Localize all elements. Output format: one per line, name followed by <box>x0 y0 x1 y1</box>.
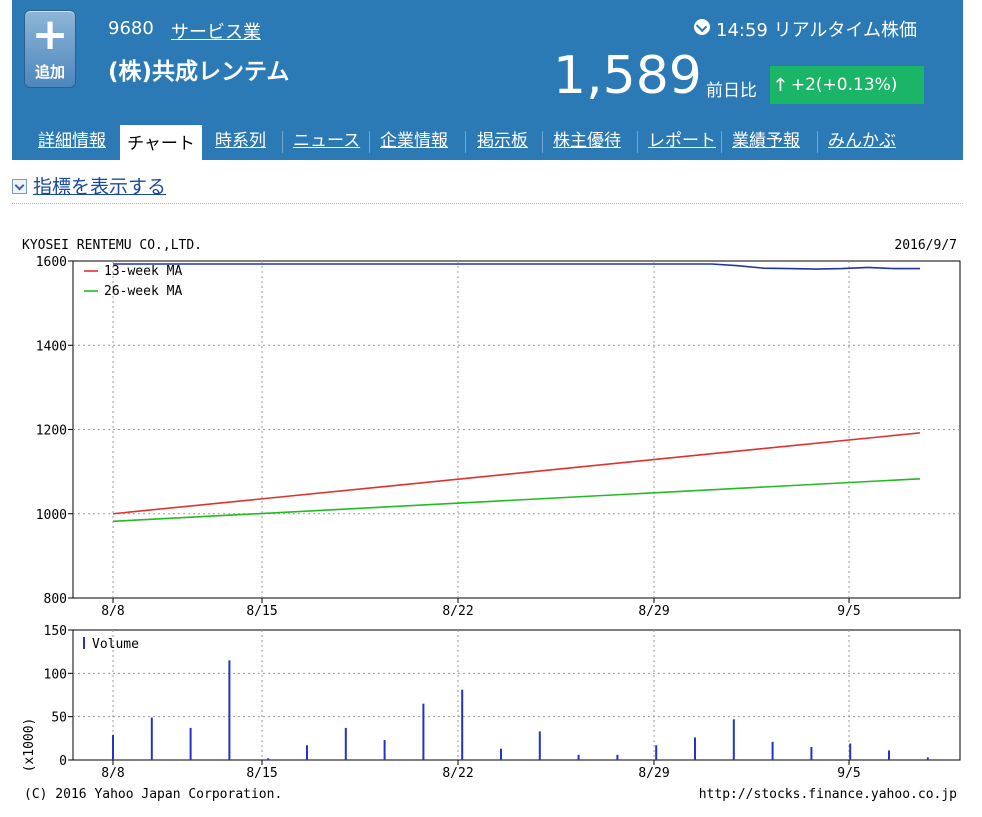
show-indicators-label: 指標を表示する <box>33 176 167 198</box>
x-tick-label: 9/5 <box>837 766 860 781</box>
tab-separator <box>465 131 466 153</box>
x-tick-label: 8/29 <box>638 604 669 619</box>
legend-label: Volume <box>92 637 139 652</box>
tab-chart[interactable]: チャート <box>120 125 202 160</box>
price-plot-frame <box>72 260 961 599</box>
tab-separator <box>282 131 283 153</box>
y-tick-label: 150 <box>44 624 67 639</box>
chevron-down-icon <box>12 179 27 194</box>
x-tick-label: 8/8 <box>101 604 124 619</box>
prev-day-label: 前日比 <box>706 81 757 101</box>
show-indicators-link[interactable]: 指標を表示する <box>12 172 166 199</box>
x-tick-label: 9/5 <box>837 604 860 619</box>
tab-separator <box>721 131 722 153</box>
volume-unit-label: (x1000) <box>22 718 37 773</box>
y-tick-label: 0 <box>59 754 67 769</box>
chart-title: KYOSEI RENTEMU CO.,LTD. <box>22 238 202 253</box>
tab-details[interactable]: 詳細情報 <box>38 131 106 151</box>
change-value: +2(+0.13%) <box>790 75 898 95</box>
tab-benefits[interactable]: 株主優待 <box>553 131 621 151</box>
plus-icon: + <box>31 9 69 60</box>
add-label: 追加 <box>34 63 65 81</box>
source-url[interactable]: http://stocks.finance.yahoo.co.jp <box>699 787 957 802</box>
ma-line-26w <box>112 477 921 523</box>
realtime-label: 14:59 リアルタイム株価 <box>716 20 918 41</box>
x-tick-label: 8/15 <box>246 604 277 619</box>
legend-label: 13-week MA <box>104 264 182 279</box>
tab-company-info[interactable]: 企業情報 <box>380 131 448 151</box>
x-tick-label: 8/8 <box>101 766 124 781</box>
y-tick-label: 1600 <box>36 255 67 270</box>
tab-report[interactable]: レポート <box>648 131 716 151</box>
tab-separator <box>542 131 543 153</box>
tab-separator <box>369 131 370 153</box>
tab-separator <box>817 131 818 153</box>
ma-line-13w <box>112 432 921 515</box>
y-tick-label: 1200 <box>36 424 67 439</box>
y-tick-label: 1000 <box>36 508 67 523</box>
change-badge: 🡑 +2(+0.13%) <box>770 66 924 104</box>
arrow-up-icon: 🡑 <box>776 75 785 95</box>
x-tick-label: 8/22 <box>442 766 473 781</box>
y-tick-label: 800 <box>44 592 67 607</box>
tab-minkabu[interactable]: みんかぶ <box>828 131 896 151</box>
x-tick-label: 8/15 <box>246 766 277 781</box>
add-portfolio-button[interactable]: + 追加 <box>24 10 76 88</box>
tab-board[interactable]: 掲示板 <box>477 131 528 151</box>
tab-timeseries[interactable]: 時系列 <box>215 131 266 151</box>
stock-price: 1,589 <box>553 46 702 106</box>
tab-separator <box>637 131 638 153</box>
copyright: (C) 2016 Yahoo Japan Corporation. <box>24 787 282 802</box>
x-tick-label: 8/29 <box>638 766 669 781</box>
x-tick-label: 8/22 <box>442 604 473 619</box>
clock-icon <box>694 19 710 35</box>
price-line <box>113 263 920 270</box>
industry-link[interactable]: サービス業 <box>171 22 261 43</box>
y-tick-label: 100 <box>44 667 67 682</box>
tab-news[interactable]: ニュース <box>293 131 361 151</box>
chart-date: 2016/9/7 <box>894 238 957 253</box>
y-tick-label: 1400 <box>36 339 67 354</box>
company-name: (株)共成レンテム <box>108 59 290 85</box>
divider <box>12 203 963 204</box>
tab-forecast[interactable]: 業績予報 <box>732 131 800 151</box>
stock-code: 9680 <box>108 18 154 39</box>
y-tick-label: 50 <box>51 711 67 726</box>
legend-label: 26-week MA <box>104 284 182 299</box>
volume-plot-frame <box>72 629 961 761</box>
